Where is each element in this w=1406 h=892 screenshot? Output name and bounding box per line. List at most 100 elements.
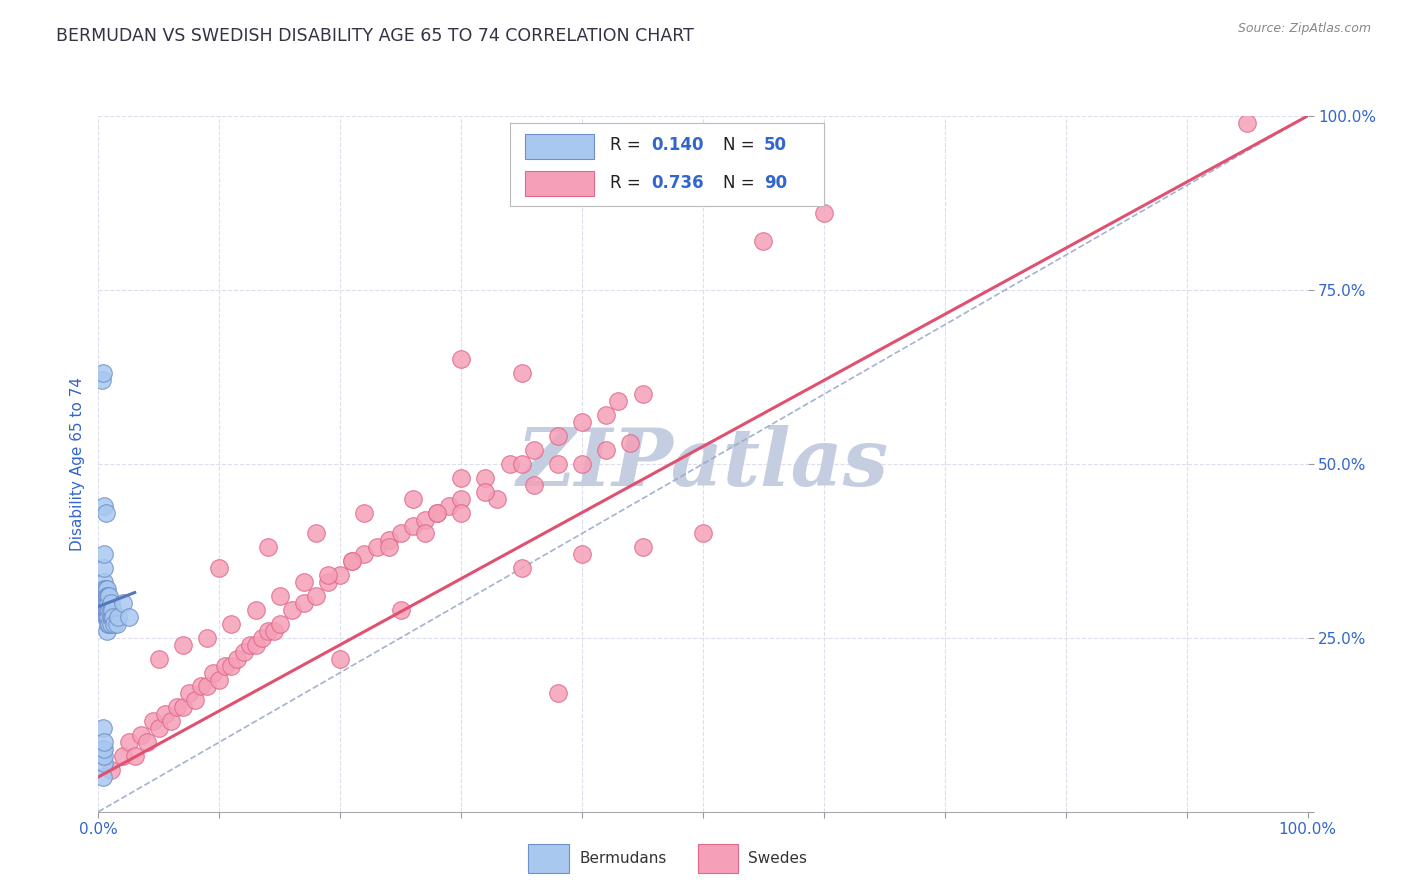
Point xyxy=(96,582,118,596)
Point xyxy=(93,603,115,617)
Point xyxy=(195,631,218,645)
Text: 0.736: 0.736 xyxy=(651,174,703,192)
Point xyxy=(510,561,533,575)
Point xyxy=(94,582,117,596)
Point xyxy=(135,735,157,749)
Point xyxy=(523,477,546,491)
Point xyxy=(221,616,243,631)
Point xyxy=(571,415,593,429)
Point xyxy=(329,651,352,665)
Point xyxy=(256,541,278,555)
Point xyxy=(607,394,630,409)
Point xyxy=(389,603,412,617)
Point xyxy=(366,541,388,555)
Point xyxy=(281,603,304,617)
Point xyxy=(263,624,285,638)
Point xyxy=(160,714,183,729)
Point xyxy=(100,610,122,624)
Point xyxy=(91,742,114,756)
Text: R =: R = xyxy=(610,136,647,154)
Point xyxy=(118,735,141,749)
Point xyxy=(96,610,118,624)
Point xyxy=(107,610,129,624)
Text: Source: ZipAtlas.com: Source: ZipAtlas.com xyxy=(1237,22,1371,36)
Point xyxy=(111,749,134,764)
Point xyxy=(91,721,114,735)
Point xyxy=(97,596,120,610)
Text: N =: N = xyxy=(723,136,761,154)
Point xyxy=(93,561,115,575)
Point xyxy=(245,638,267,652)
Point xyxy=(413,526,436,541)
Point xyxy=(105,616,128,631)
Point xyxy=(377,533,399,548)
Point xyxy=(100,596,122,610)
Point xyxy=(93,547,115,561)
Point xyxy=(96,603,118,617)
Point xyxy=(93,589,115,603)
Point xyxy=(329,568,352,582)
Point xyxy=(96,589,118,603)
Point xyxy=(402,491,425,506)
Point xyxy=(292,596,315,610)
Point xyxy=(316,575,339,590)
Point xyxy=(93,582,115,596)
FancyBboxPatch shape xyxy=(526,171,595,196)
Point xyxy=(96,624,118,638)
Point xyxy=(100,610,122,624)
Point xyxy=(389,526,412,541)
Point xyxy=(474,484,496,499)
Point xyxy=(94,506,117,520)
Point xyxy=(239,638,262,652)
Point xyxy=(619,436,641,450)
Point xyxy=(631,387,654,401)
Point xyxy=(208,673,231,687)
Point xyxy=(353,506,375,520)
Point xyxy=(93,756,115,770)
FancyBboxPatch shape xyxy=(526,134,595,159)
Point xyxy=(100,616,122,631)
Point xyxy=(510,457,533,471)
Point xyxy=(221,658,243,673)
Point xyxy=(547,686,569,700)
Point xyxy=(172,700,194,714)
Point xyxy=(426,506,449,520)
Point xyxy=(813,206,835,220)
Point xyxy=(98,589,121,603)
Point xyxy=(437,499,460,513)
Text: BERMUDAN VS SWEDISH DISABILITY AGE 65 TO 74 CORRELATION CHART: BERMUDAN VS SWEDISH DISABILITY AGE 65 TO… xyxy=(56,27,695,45)
Point xyxy=(100,763,122,777)
Point xyxy=(93,575,115,590)
Point xyxy=(523,442,546,457)
Point xyxy=(111,596,134,610)
Point xyxy=(269,589,291,603)
Point xyxy=(94,603,117,617)
Point xyxy=(250,631,273,645)
Point xyxy=(100,603,122,617)
Point xyxy=(510,367,533,381)
Point xyxy=(118,610,141,624)
Point xyxy=(402,519,425,533)
Point xyxy=(631,541,654,555)
Point xyxy=(93,499,115,513)
Point xyxy=(547,457,569,471)
Point xyxy=(752,234,775,248)
Point xyxy=(269,616,291,631)
Point xyxy=(474,471,496,485)
Point xyxy=(292,575,315,590)
Text: N =: N = xyxy=(723,174,761,192)
Point xyxy=(353,547,375,561)
Point xyxy=(413,512,436,526)
Point xyxy=(214,658,236,673)
Text: ZIPatlas: ZIPatlas xyxy=(517,425,889,502)
Text: Bermudans: Bermudans xyxy=(579,851,666,866)
Point xyxy=(245,603,267,617)
Point xyxy=(195,680,218,694)
Point xyxy=(177,686,201,700)
Point xyxy=(153,707,176,722)
Point xyxy=(184,693,207,707)
Text: Swedes: Swedes xyxy=(748,851,807,866)
Point xyxy=(208,561,231,575)
Point xyxy=(486,491,509,506)
Point xyxy=(148,651,170,665)
